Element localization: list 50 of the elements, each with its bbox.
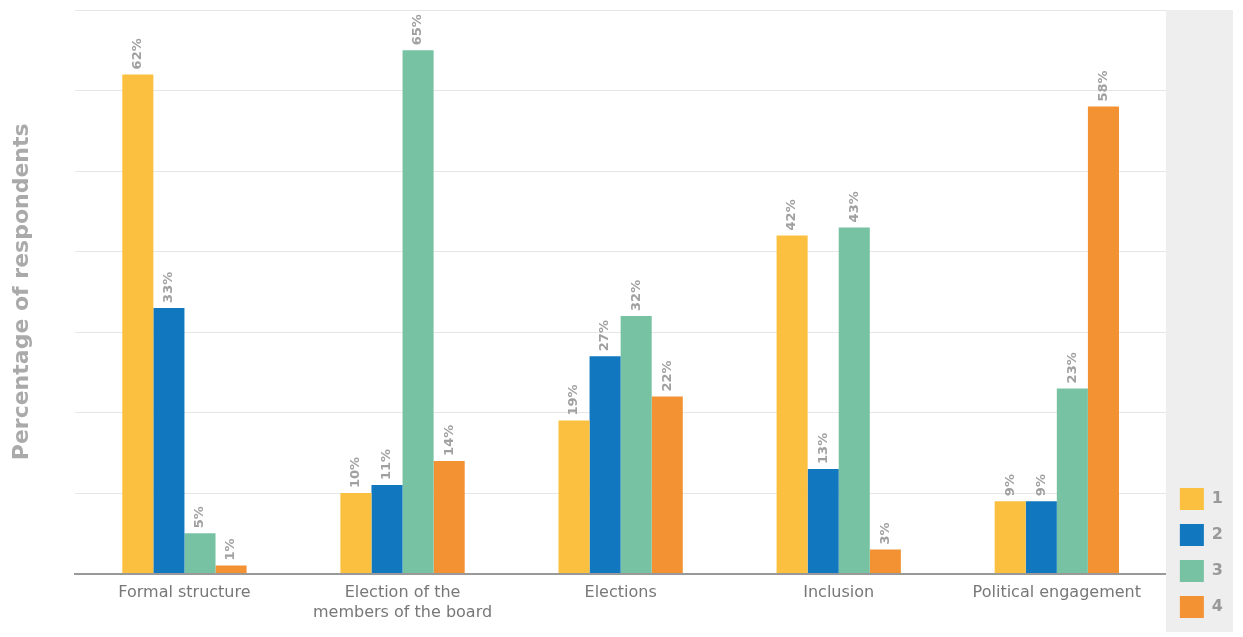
legend-label: 1	[1211, 488, 1224, 508]
data-label: 10%	[347, 456, 363, 489]
x-tick-label: Political engagement	[972, 582, 1142, 602]
bar	[558, 420, 590, 574]
data-label: 19%	[565, 384, 581, 416]
data-label: 3%	[876, 522, 892, 545]
legend-label: 3	[1211, 560, 1224, 580]
data-label: 65%	[409, 14, 425, 46]
data-label: 11%	[378, 448, 394, 481]
bar	[340, 493, 372, 574]
data-label: 58%	[1094, 70, 1110, 102]
bar	[371, 485, 403, 574]
bar	[433, 460, 465, 574]
bar	[620, 315, 652, 574]
data-label: 5%	[191, 506, 207, 529]
data-label: 13%	[814, 432, 830, 464]
bar	[1025, 501, 1057, 574]
bar	[215, 565, 247, 574]
data-label: 27%	[596, 320, 612, 352]
bar	[776, 235, 808, 574]
bar	[153, 307, 185, 574]
bar	[651, 396, 683, 574]
bar	[1087, 106, 1119, 574]
y-axis-title: Percentage of respondents	[7, 123, 33, 461]
bar	[184, 533, 216, 574]
bar	[994, 501, 1026, 574]
bar	[122, 74, 154, 574]
x-tick-label: Election of the members of the board	[313, 582, 493, 621]
bar	[869, 549, 901, 574]
x-tick-label: Inclusion	[803, 582, 875, 602]
bar	[1056, 388, 1088, 574]
data-label: 42%	[783, 199, 799, 231]
data-label: 22%	[658, 360, 674, 392]
bar	[838, 227, 870, 574]
x-tick-label: Formal structure	[118, 582, 251, 602]
data-label: 62%	[129, 38, 145, 70]
legend-label: 4	[1211, 596, 1224, 616]
data-label: 23%	[1063, 352, 1079, 384]
bar	[589, 356, 621, 574]
data-label: 43%	[845, 191, 861, 223]
data-label: 1%	[222, 538, 238, 561]
x-tick-label: Elections	[584, 582, 657, 602]
data-label: 9%	[1032, 474, 1048, 497]
bar	[807, 468, 839, 574]
data-label: 9%	[1001, 474, 1017, 497]
data-label: 32%	[627, 279, 643, 311]
data-label: 33%	[160, 271, 176, 303]
bar	[402, 50, 434, 574]
data-label: 14%	[440, 424, 456, 456]
legend-label: 2	[1211, 524, 1224, 544]
